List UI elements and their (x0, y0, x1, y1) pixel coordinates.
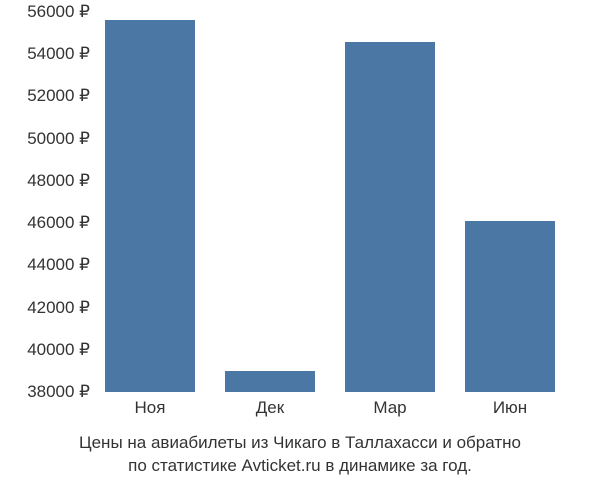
y-tick-label: 40000 ₽ (10, 340, 90, 360)
bar (345, 42, 435, 392)
x-tick-label: Дек (220, 398, 320, 418)
x-tick-label: Июн (460, 398, 560, 418)
caption-line: по статистике Avticket.ru в динамике за … (0, 455, 600, 478)
bar (465, 221, 555, 392)
x-tick-label: Ноя (100, 398, 200, 418)
bar (225, 371, 315, 392)
y-tick-label: 54000 ₽ (10, 44, 90, 64)
bar (105, 20, 195, 392)
plot-area (95, 12, 590, 392)
x-tick-label: Мар (340, 398, 440, 418)
y-tick-label: 42000 ₽ (10, 298, 90, 318)
y-tick-label: 56000 ₽ (10, 2, 90, 22)
y-tick-label: 50000 ₽ (10, 129, 90, 149)
y-tick-label: 52000 ₽ (10, 86, 90, 106)
y-tick-label: 38000 ₽ (10, 382, 90, 402)
caption-line: Цены на авиабилеты из Чикаго в Таллахасс… (0, 432, 600, 455)
y-tick-label: 48000 ₽ (10, 171, 90, 191)
chart-caption: Цены на авиабилеты из Чикаго в Таллахасс… (0, 432, 600, 478)
y-tick-label: 44000 ₽ (10, 255, 90, 275)
price-chart: 38000 ₽ 40000 ₽ 42000 ₽ 44000 ₽ 46000 ₽ … (0, 0, 600, 500)
y-tick-label: 46000 ₽ (10, 213, 90, 233)
